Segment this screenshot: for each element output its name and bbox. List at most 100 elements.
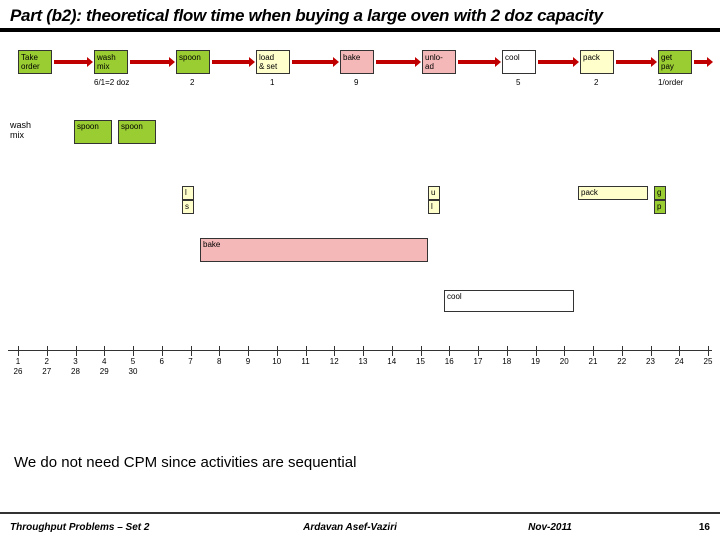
timeline-label: 3: [73, 357, 77, 366]
process-flow-row: Takeorder washmix spoon load& set bake unlo-a…: [8, 50, 712, 96]
flow-duration: 1: [270, 78, 274, 87]
footer-page: 16: [650, 522, 710, 533]
timeline-label: 19: [531, 357, 540, 366]
timeline-label: 9: [246, 357, 250, 366]
timeline-label: 1: [16, 357, 20, 366]
timeline-label: 11: [301, 357, 309, 366]
flow-arrow: [458, 60, 496, 64]
gantt-box: l: [182, 186, 194, 200]
gantt-box: spoon: [118, 120, 156, 144]
gantt-box: l: [428, 200, 440, 214]
flow-duration: 6/1=2 doz: [94, 78, 129, 87]
flow-box-load: load& set: [256, 50, 290, 74]
gantt-box: spoon: [74, 120, 112, 144]
footer-center: Ardavan Asef-Vaziri: [250, 522, 450, 533]
timeline-label: 17: [474, 357, 483, 366]
title-underline: [0, 28, 720, 32]
timeline-label: 21: [589, 357, 598, 366]
gantt-row-label: wash: [10, 120, 31, 130]
flow-arrow: [376, 60, 416, 64]
gantt-box: cool: [444, 290, 574, 312]
flow-arrow: [130, 60, 170, 64]
flow-arrow: [212, 60, 250, 64]
flow-duration: 2: [190, 78, 194, 87]
timeline-tick: [47, 346, 48, 356]
timeline-tick: [679, 346, 680, 356]
flow-duration: 1/order: [658, 78, 683, 87]
flow-arrow: [616, 60, 652, 64]
timeline-tick: [392, 346, 393, 356]
timeline-tick: [622, 346, 623, 356]
timeline-label: 6: [160, 357, 164, 366]
slide-note: We do not need CPM since activities are …: [14, 454, 356, 471]
timeline-tick: [162, 346, 163, 356]
timeline-tick: [593, 346, 594, 356]
timeline-label2: 29: [100, 367, 109, 376]
timeline-label: 15: [416, 357, 425, 366]
timeline-label: 10: [272, 357, 281, 366]
flow-box-take: Takeorder: [18, 50, 52, 74]
timeline-label: 23: [646, 357, 655, 366]
timeline-tick: [363, 346, 364, 356]
timeline-tick: [104, 346, 105, 356]
timeline-label: 12: [330, 357, 339, 366]
timeline-label: 22: [617, 357, 626, 366]
gantt-row-label: mix: [10, 130, 24, 140]
flow-duration: 2: [594, 78, 598, 87]
timeline-tick: [277, 346, 278, 356]
gantt-timeline: 1262273284295306789101112131415161718192…: [8, 350, 712, 351]
timeline-tick: [76, 346, 77, 356]
timeline-label2: 28: [71, 367, 80, 376]
timeline-tick: [219, 346, 220, 356]
timeline-label: 25: [704, 357, 713, 366]
flow-box-bake: bake: [340, 50, 374, 74]
timeline-label: 13: [359, 357, 368, 366]
page-title: Part (b2): theoretical flow time when bu…: [0, 0, 720, 28]
timeline-tick: [449, 346, 450, 356]
flow-box-pack: pack: [580, 50, 614, 74]
timeline-label: 8: [217, 357, 221, 366]
timeline-label: 16: [445, 357, 454, 366]
timeline-tick: [334, 346, 335, 356]
timeline-tick: [191, 346, 192, 356]
gantt-box: bake: [200, 238, 428, 262]
slide-footer: Throughput Problems – Set 2 Ardavan Asef…: [0, 512, 720, 540]
timeline-label: 18: [502, 357, 511, 366]
timeline-label: 7: [188, 357, 192, 366]
gantt-chart: wash mix 1262273284295306789101112131415…: [8, 120, 712, 380]
flow-box-unlo-: unlo-ad: [422, 50, 456, 74]
flow-arrow: [538, 60, 574, 64]
flow-box-spoon: spoon: [176, 50, 210, 74]
flow-duration: 5: [516, 78, 520, 87]
flow-arrow: [292, 60, 334, 64]
flow-arrow: [54, 60, 88, 64]
gantt-box: g: [654, 186, 666, 200]
flow-duration: 9: [354, 78, 358, 87]
timeline-tick: [651, 346, 652, 356]
timeline-tick: [708, 346, 709, 356]
gantt-box: u: [428, 186, 440, 200]
timeline-label: 5: [131, 357, 135, 366]
timeline-label: 4: [102, 357, 106, 366]
timeline-tick: [478, 346, 479, 356]
footer-left: Throughput Problems – Set 2: [10, 522, 250, 533]
gantt-box: p: [654, 200, 666, 214]
timeline-label2: 30: [129, 367, 138, 376]
timeline-tick: [564, 346, 565, 356]
timeline-label: 2: [45, 357, 49, 366]
flow-box-cool: cool: [502, 50, 536, 74]
timeline-label2: 26: [14, 367, 23, 376]
gantt-box: s: [182, 200, 194, 214]
timeline-tick: [133, 346, 134, 356]
timeline-tick: [421, 346, 422, 356]
timeline-label: 24: [675, 357, 684, 366]
timeline-label2: 27: [42, 367, 51, 376]
flow-box-get: getpay: [658, 50, 692, 74]
footer-right: Nov-2011: [450, 522, 650, 533]
timeline-tick: [18, 346, 19, 356]
timeline-tick: [536, 346, 537, 356]
gantt-box: pack: [578, 186, 648, 200]
timeline-label: 20: [560, 357, 569, 366]
flow-box-wash: washmix: [94, 50, 128, 74]
flow-arrow: [694, 60, 708, 64]
